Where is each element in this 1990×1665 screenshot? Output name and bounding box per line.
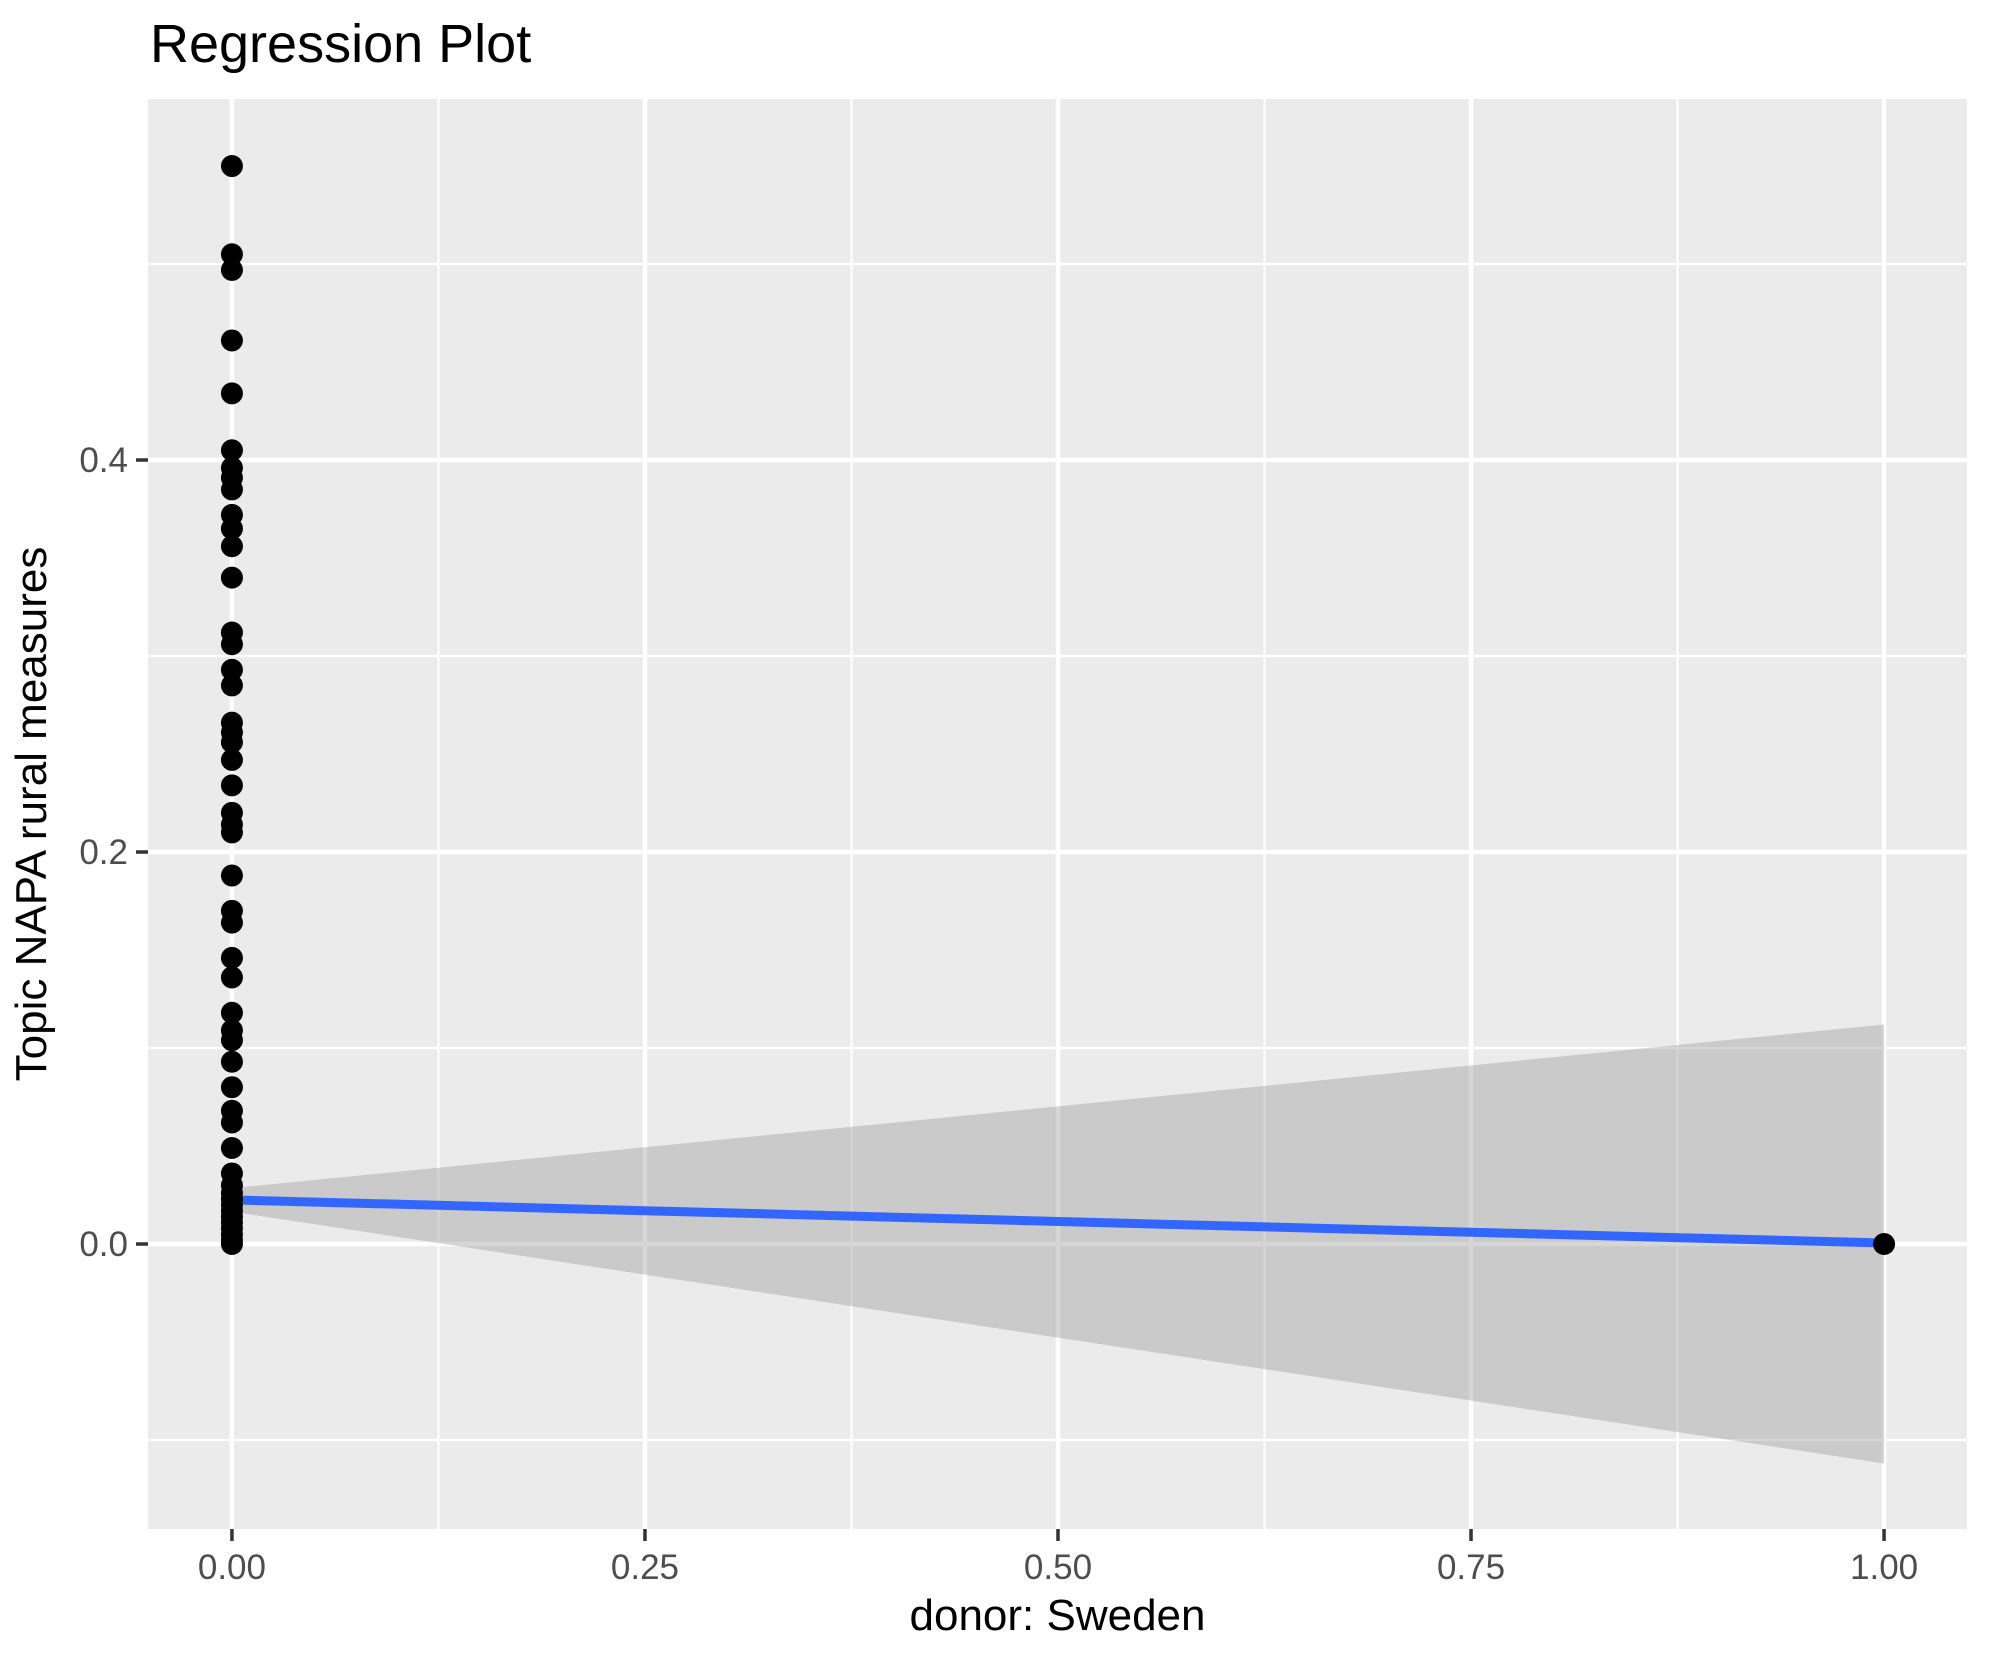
axis-tick-marks: [136, 458, 1886, 1541]
data-point: [220, 966, 243, 989]
y-tick-label: 0.0: [79, 1225, 128, 1264]
data-point: [220, 382, 243, 405]
data-point: [220, 478, 243, 501]
data-point: [220, 155, 243, 178]
y-tick-label: 0.2: [79, 833, 128, 872]
data-point: [220, 946, 243, 969]
data-point: [220, 674, 243, 697]
data-point: [220, 1001, 243, 1024]
data-point: [220, 774, 243, 797]
regression-line: [227, 1195, 1889, 1248]
data-point: [220, 243, 243, 266]
data-point: [220, 258, 243, 281]
x-tick-label: 0.25: [611, 1548, 679, 1587]
data-point: [220, 658, 243, 681]
x-axis-title: donor: Sweden: [910, 1591, 1206, 1640]
fit-line: [227, 1195, 1889, 1248]
data-point: [220, 911, 243, 934]
data-point: [220, 1076, 243, 1099]
data-point: [220, 535, 243, 558]
data-point: [220, 864, 243, 887]
data-point: [220, 517, 243, 540]
data-point: [220, 748, 243, 771]
data-point: [220, 1029, 243, 1052]
x-tick-label: 0.50: [1024, 1548, 1092, 1587]
y-axis-title: Topic NAPA rural measures: [7, 547, 56, 1082]
data-point: [220, 1050, 243, 1073]
scatter-points: [220, 155, 1896, 1256]
data-point: [220, 1136, 243, 1159]
data-point: [220, 821, 243, 844]
x-tick-label: 0.75: [1437, 1548, 1505, 1587]
data-point: [220, 1111, 243, 1134]
data-point: [220, 633, 243, 656]
confidence-ribbon: [231, 1024, 1885, 1464]
data-point: [220, 731, 243, 754]
data-point: [220, 439, 243, 462]
y-tick-label: 0.4: [79, 441, 128, 480]
data-point: [220, 1233, 243, 1256]
data-point: [220, 329, 243, 352]
x-tick-label: 0.00: [198, 1548, 266, 1587]
axis-tick-labels: 0.00 0.25 0.50 0.75 1.00 0.0 0.2 0.4: [79, 441, 1918, 1587]
data-point: [1873, 1233, 1896, 1256]
data-point: [220, 566, 243, 589]
plot-title: Regression Plot: [150, 14, 531, 74]
x-tick-label: 1.00: [1850, 1548, 1918, 1587]
ci-band: [231, 1024, 1885, 1464]
